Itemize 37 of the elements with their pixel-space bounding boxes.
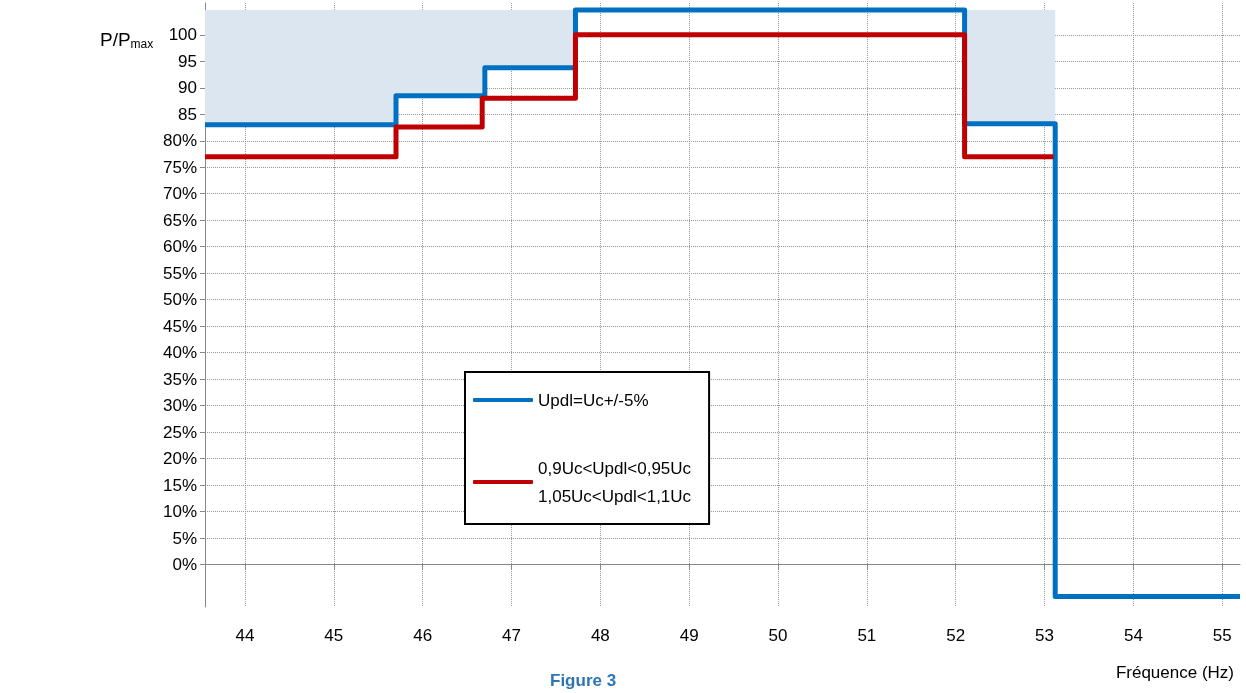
x-tick-label: 53 [1035, 626, 1055, 645]
x-tick-label: 45 [324, 626, 344, 645]
y-tick-label: 80% [162, 131, 197, 151]
y-tick-label: 90 [178, 78, 197, 98]
y-tick-label: 55% [162, 263, 197, 283]
x-tick-label: 51 [857, 626, 877, 645]
x-axis-title: Fréquence (Hz) [1115, 663, 1235, 682]
text: Figure 3 [550, 671, 617, 690]
legend-label: Updl=Uc+/-5% [538, 390, 649, 410]
y-tick-label: 85 [178, 104, 197, 124]
y-tick-label: 10% [162, 502, 197, 522]
y-tick-label: 60% [162, 237, 197, 257]
y-tick-label: 65% [162, 210, 197, 230]
x-tick-label: 52 [946, 626, 966, 645]
x-tick-label: 48 [590, 626, 610, 645]
y-tick-label: 15% [162, 475, 197, 495]
y-tick-label: 30% [162, 396, 197, 416]
x-tick-label: 55 [1212, 626, 1232, 645]
y-tick-label: 95 [178, 51, 197, 71]
x-tick-label: 54 [1123, 626, 1143, 645]
y-tick-label: 100 [168, 25, 197, 45]
y-tick-label: 70% [162, 184, 197, 204]
y-tick-label: 40% [162, 343, 197, 363]
y-tick-label: 0% [172, 555, 197, 575]
y-tick-label: 20% [162, 449, 197, 469]
y-tick-label: 75% [162, 157, 197, 177]
x-tick-label: 49 [679, 626, 699, 645]
x-tick-label: 50 [768, 626, 788, 645]
y-tick-label: 45% [162, 316, 197, 336]
y-tick-label: 50% [162, 290, 197, 310]
x-tick-label: 46 [413, 626, 433, 645]
y-tick-label: 5% [172, 528, 197, 548]
x-tick-label: 44 [235, 626, 255, 645]
y-tick-label: 25% [162, 422, 197, 442]
legend-label: 0,9Uc<Updl<0,95Uc 1,05Uc<Updl<1,1Uc [538, 458, 692, 506]
x-tick-label: 47 [502, 626, 521, 645]
y-tick-label: 35% [162, 369, 197, 389]
